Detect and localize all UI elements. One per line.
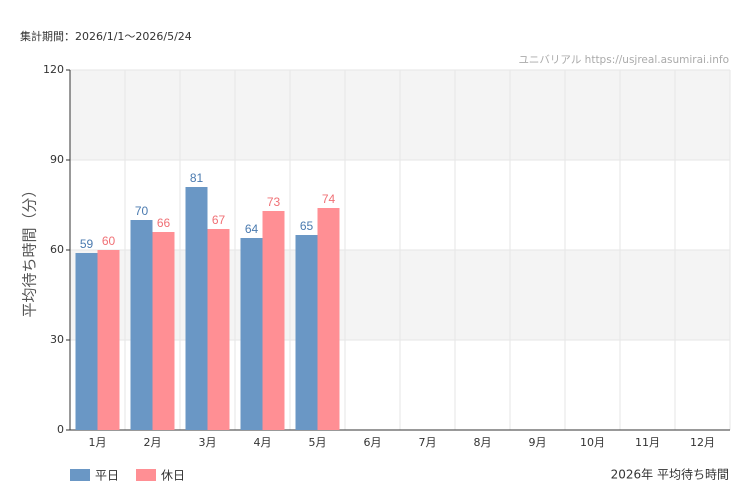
value-label: 65 <box>300 219 314 233</box>
value-label: 70 <box>135 204 149 218</box>
y-tick-label: 0 <box>57 423 64 436</box>
x-tick-label: 8月 <box>474 436 492 449</box>
legend-swatch <box>70 469 90 481</box>
x-tick-label: 6月 <box>364 436 382 449</box>
value-label: 67 <box>212 213 226 227</box>
x-tick-label: 4月 <box>254 436 272 449</box>
bar <box>240 238 263 430</box>
legend-label: 平日 <box>95 469 119 483</box>
x-tick-label: 12月 <box>690 436 715 449</box>
x-tick-label: 1月 <box>89 436 107 449</box>
x-tick-label: 9月 <box>529 436 547 449</box>
bar <box>185 187 208 430</box>
bar <box>207 229 230 430</box>
bar <box>295 235 318 430</box>
y-tick-label: 120 <box>43 63 64 76</box>
y-tick-label: 30 <box>50 333 64 346</box>
x-tick-label: 3月 <box>199 436 217 449</box>
x-tick-label: 10月 <box>580 436 605 449</box>
period: 集計期間：2026/1/1～2026/5/24 <box>20 29 192 43</box>
source: ユニバリアル https://usjreal.asumirai.info <box>518 54 729 66</box>
footer: 2026年 平均待ち時間 <box>611 468 729 482</box>
value-label: 74 <box>322 192 336 206</box>
bar <box>130 220 153 430</box>
y-axis-label: 平均待ち時間（分） <box>21 182 39 317</box>
value-label: 81 <box>190 171 204 185</box>
x-tick-label: 7月 <box>419 436 437 449</box>
bar <box>97 250 120 430</box>
legend-label: 休日 <box>161 469 185 483</box>
y-tick-label: 60 <box>50 243 64 256</box>
bar <box>317 208 340 430</box>
x-tick-label: 11月 <box>635 436 660 449</box>
value-label: 66 <box>157 216 171 230</box>
legend-swatch <box>136 469 156 481</box>
bar <box>262 211 285 430</box>
value-label: 59 <box>80 237 94 251</box>
y-tick-label: 90 <box>50 153 64 166</box>
x-tick-label: 5月 <box>309 436 327 449</box>
value-label: 73 <box>267 195 281 209</box>
x-tick-label: 2月 <box>144 436 162 449</box>
bar <box>152 232 175 430</box>
value-label: 60 <box>102 234 116 248</box>
value-label: 64 <box>245 222 259 236</box>
bar <box>75 253 98 430</box>
